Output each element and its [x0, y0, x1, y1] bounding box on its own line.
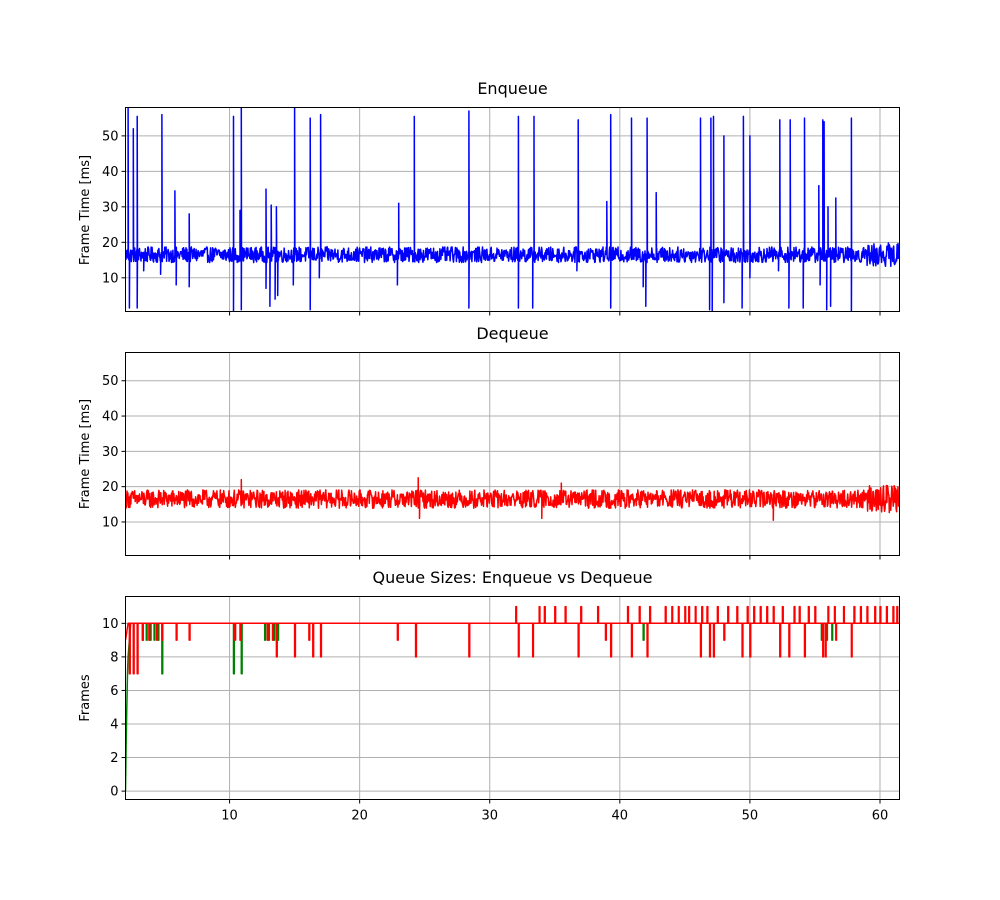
enqueue-y-tick-label: 50	[102, 129, 119, 144]
queue-sizes-x-tick-label: 30	[481, 809, 498, 824]
enqueue-y-tick-label: 30	[102, 200, 119, 215]
queue-sizes-x-tick-label: 10	[221, 809, 238, 824]
queue-sizes-title: Queue Sizes: Enqueue vs Dequeue	[373, 568, 653, 587]
dequeue-y-ticks: 10 20 30 40 50	[102, 374, 126, 530]
queue-sizes-x-tick-label: 60	[872, 809, 889, 824]
enqueue-y-ticks: 10 20 30 40 50	[102, 129, 126, 286]
queue-sizes-series-line-1	[125, 605, 900, 675]
enqueue-x-ticks	[229, 311, 881, 316]
dequeue-x-ticks	[229, 555, 881, 560]
enqueue-series-line-0	[125, 107, 900, 312]
dequeue-y-tick-label: 50	[102, 374, 119, 389]
dequeue-y-axis-label: Frame Time [ms]	[78, 399, 93, 509]
dequeue-y-tick-label: 30	[102, 445, 119, 460]
queue-sizes-y-tick-label: 2	[110, 751, 118, 766]
queue-sizes-y-tick-label: 6	[110, 684, 118, 699]
queue-sizes-plot-frame	[125, 596, 900, 800]
queue-sizes-y-tick-label: 4	[110, 718, 118, 733]
enqueue-y-tick-label: 40	[102, 165, 119, 180]
queue-sizes-x-tick-label: 40	[612, 809, 629, 824]
dequeue-title: Dequeue	[476, 324, 548, 343]
queue-sizes-y-tick-label: 8	[110, 650, 118, 665]
queue-sizes-y-axis-label: Frames	[78, 674, 93, 722]
queue-sizes-y-tick-label: 0	[110, 785, 118, 800]
dequeue-panel: Dequeue 10 20 30 40 50 Frame Time [ms]	[78, 324, 900, 560]
queue-sizes-x-tick-label: 20	[351, 809, 368, 824]
dequeue-y-tick-label: 40	[102, 410, 119, 425]
dequeue-series-line-0	[125, 477, 900, 521]
dequeue-y-tick-label: 10	[102, 515, 119, 530]
queue-sizes-y-ticks: 0 2 4 6 8 10	[102, 617, 126, 800]
queue-sizes-series-line-0	[125, 622, 900, 792]
enqueue-y-tick-label: 10	[102, 271, 119, 286]
queue-sizes-x-tick-label: 50	[742, 809, 759, 824]
queue-sizes-x-ticks: 10 20 30 40 50 60	[221, 799, 889, 824]
enqueue-y-axis-label: Frame Time [ms]	[78, 155, 93, 265]
enqueue-title: Enqueue	[477, 79, 547, 98]
queue-sizes-panel: Queue Sizes: Enqueue vs Dequeue 0 2 4 6 8 10 …	[78, 568, 900, 824]
queue-sizes-series	[125, 605, 900, 792]
dequeue-series	[125, 477, 900, 521]
enqueue-panel: Enqueue 10 20 30 40 50 Frame Time [ms]	[78, 79, 900, 316]
dequeue-grid	[125, 352, 900, 556]
enqueue-plot-frame	[125, 107, 900, 312]
dequeue-plot-frame	[125, 352, 900, 556]
enqueue-y-tick-label: 20	[102, 236, 119, 251]
dequeue-y-tick-label: 20	[102, 480, 119, 495]
enqueue-series	[125, 107, 900, 312]
queue-sizes-y-tick-label: 10	[102, 617, 119, 632]
